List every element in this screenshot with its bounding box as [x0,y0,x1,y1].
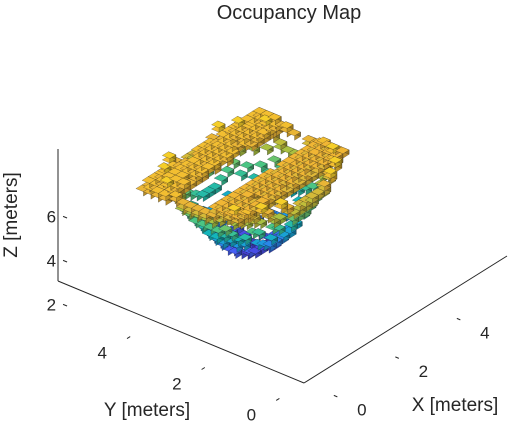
y-tick-mark [126,336,131,340]
voxel [213,174,229,187]
voxel [237,233,253,246]
voxel [267,113,282,126]
voxel [254,202,269,215]
voxel [207,182,223,195]
y-axis-label: Y [meters] [104,400,190,421]
voxel [211,120,226,133]
chart-title: Occupancy Map [217,2,362,24]
x-ticks: 0 2 4 [333,317,490,419]
x-tick-mark [333,394,338,398]
y-tick-label: 2 [172,375,181,394]
x-tick-mark [395,356,400,359]
voxel [327,156,343,169]
voxel [335,146,350,159]
voxel [159,176,175,189]
voxel [259,143,274,156]
y-tick-label: 4 [97,344,106,363]
voxel [272,212,287,225]
voxel [273,197,289,210]
axes-box [57,149,508,384]
z-ticks: 2 4 6 [47,207,68,314]
voxel [218,224,233,237]
z-tick-label: 4 [47,251,56,270]
y-tick-label: 0 [247,405,256,422]
x-axis-line [303,255,508,384]
y-tick-mark [201,367,206,370]
z-tick-label: 6 [47,207,56,226]
x-tick-label: 0 [357,400,366,419]
voxel [266,155,282,168]
y-tick-mark [275,397,280,401]
z-axis-label: Z [meters] [1,172,22,258]
x-tick-mark [456,317,461,321]
z-tick-mark [62,259,68,263]
x-tick-label: 2 [419,362,428,381]
voxel [251,228,266,241]
z-tick-mark [62,303,68,307]
voxel-layer [135,106,350,261]
voxel [233,169,248,182]
y-axis-line [57,280,305,384]
voxel [271,223,286,236]
voxel [263,233,279,246]
x-tick-label: 4 [480,323,489,342]
x-axis-label: X [meters] [412,395,499,416]
z-tick-mark [62,215,68,219]
z-tick-label: 2 [47,295,56,314]
voxel [253,160,268,173]
voxel [322,166,338,179]
voxel [168,190,183,203]
voxel [279,121,294,134]
voxel [230,116,246,128]
voxel [176,177,191,190]
y-ticks: 0 2 4 [97,336,280,422]
voxel [161,151,177,164]
